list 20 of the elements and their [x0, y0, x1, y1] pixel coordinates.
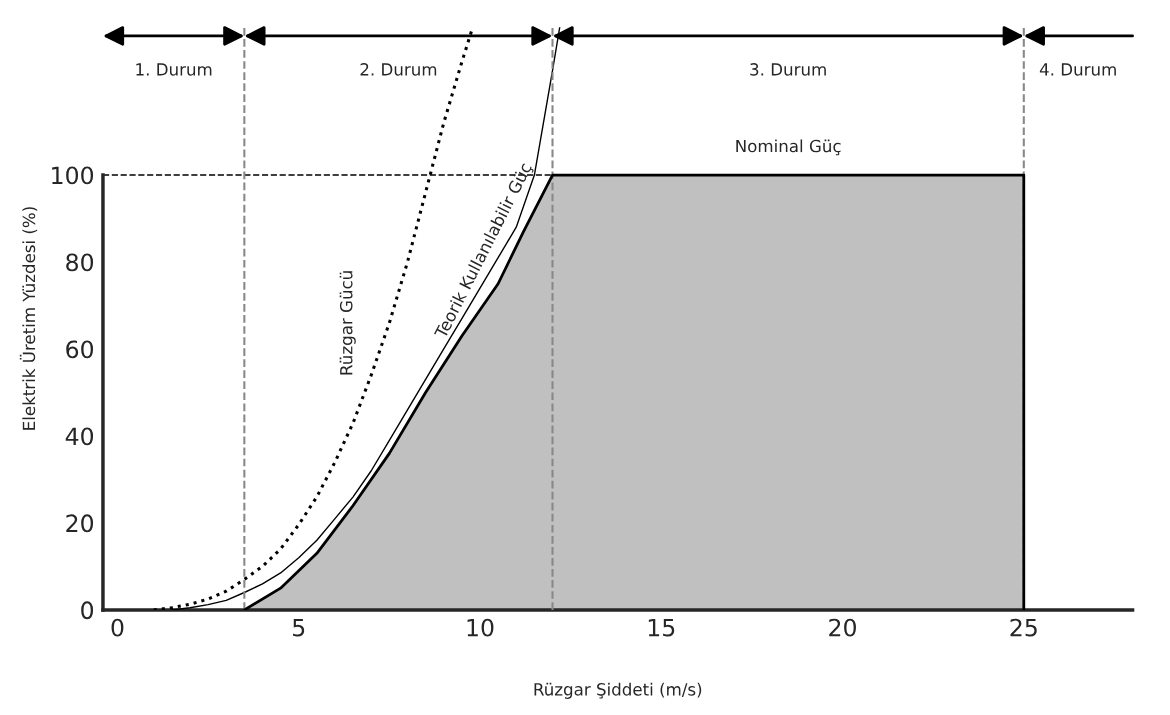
annotation: 4. Durum	[1039, 63, 1116, 76]
y-tick-label: 60	[66, 340, 94, 359]
annotation: 2. Durum	[360, 63, 437, 76]
annotation: 3. Durum	[750, 63, 826, 76]
x-axis-title: Rüzgar Şiddeti (m/s)	[534, 682, 702, 699]
x-tick-label: 15	[648, 618, 675, 637]
annotation: 1. Durum	[136, 63, 212, 76]
x-tick-label: 20	[829, 618, 856, 637]
series-label: Nominal Güç	[736, 139, 841, 156]
y-tick-label: 80	[66, 253, 94, 272]
text: Rüzgar Gücü	[339, 271, 356, 375]
y-tick-label: 20	[66, 514, 94, 533]
x-tick-label: 5	[293, 618, 305, 637]
y-tick-label: 0	[81, 601, 94, 620]
y-tick-label: 100	[52, 166, 94, 185]
x-tick-label: 10	[467, 618, 494, 637]
y-tick-label: 40	[65, 427, 94, 446]
y-axis-title: Elektrik Üretim Yüzdesi (%)	[19, 207, 38, 430]
x-tick-label: 25	[1010, 618, 1037, 637]
x-tick-label: 0	[111, 618, 124, 637]
